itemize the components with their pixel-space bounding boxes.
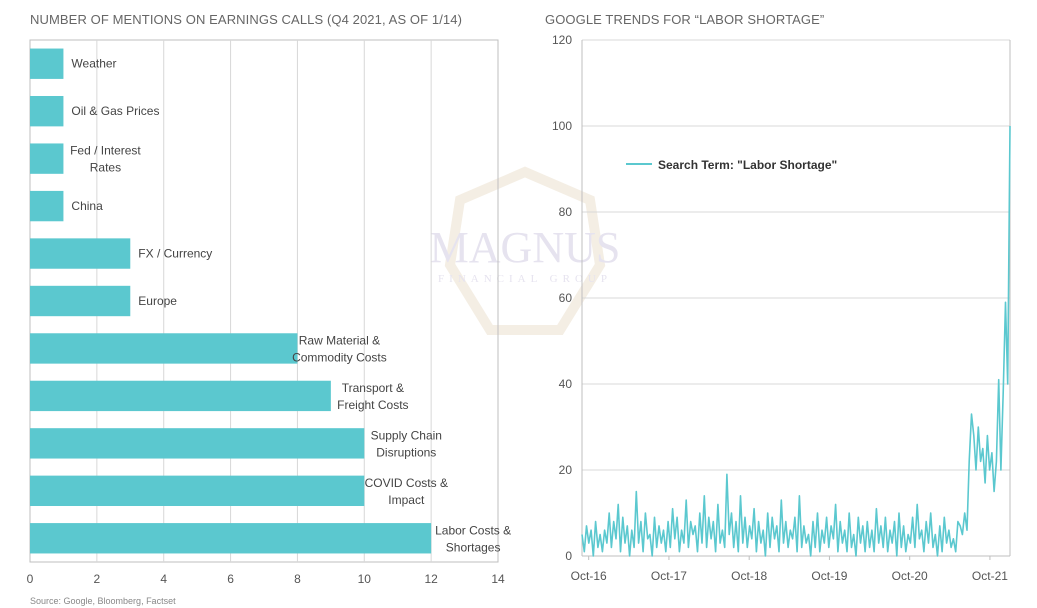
bar [30, 190, 64, 222]
line-x-tick-label: Oct-17 [651, 569, 687, 583]
bar-category-label: FX / Currency [138, 247, 212, 261]
line-series-labor-shortage [581, 125, 1011, 557]
line-y-tick-label: 100 [552, 119, 572, 133]
bar [30, 380, 331, 412]
bar-category-label-line: Impact [388, 493, 425, 507]
bar-category-label-line: Weather [71, 57, 116, 71]
line-x-tick-label: Oct-21 [972, 569, 1008, 583]
bar-category-label-line: Oil & Gas Prices [71, 104, 159, 118]
bar-category-label-line: Shortages [446, 540, 501, 554]
bar-category-label: Raw Material & Commodity Costs [292, 333, 387, 364]
bar [30, 143, 64, 174]
bar-category-label-line: Raw Material & [299, 333, 380, 347]
bar [30, 523, 432, 554]
bar [30, 95, 64, 127]
line-y-tick-label: 0 [565, 549, 572, 563]
bar-category-label-line: Disruptions [376, 445, 436, 459]
line-x-tick-label: Oct-18 [731, 569, 767, 583]
bar [30, 333, 298, 364]
bar-x-tick-label: 12 [424, 572, 438, 586]
bar [30, 285, 131, 317]
bar-category-label: COVID Costs & Impact [365, 476, 448, 507]
bar-category-label: Weather [71, 57, 116, 71]
bar-x-tick-label: 14 [491, 572, 505, 586]
bar-category-label-line: COVID Costs & [365, 476, 448, 490]
bar-category-label-line: Supply Chain [371, 428, 442, 442]
watermark-shield [444, 166, 606, 335]
bar-category-label: Transport & Freight Costs [337, 381, 408, 412]
bar [30, 48, 64, 79]
line-y-tick-label: 120 [552, 33, 572, 47]
bar-category-label-line: Freight Costs [337, 398, 408, 412]
bar-x-tick-label: 10 [358, 572, 372, 586]
bar-category-label: Europe [138, 294, 177, 308]
bar-category-label: China [71, 199, 103, 213]
bar [30, 475, 365, 507]
bar-category-label-line: China [71, 199, 103, 213]
bar-x-tick-label: 6 [227, 572, 234, 586]
bar-category-label-line: Rates [90, 161, 121, 175]
bar-category-label: Supply Chain Disruptions [371, 428, 442, 459]
bar-category-label-line: Europe [138, 294, 177, 308]
line-y-tick-label: 80 [559, 205, 573, 219]
bar-x-tick-label: 4 [160, 572, 167, 586]
bar [30, 428, 365, 459]
right-chart-title: GOOGLE TRENDS FOR “LABOR SHORTAGE” [545, 12, 825, 27]
source-note: Source: Google, Bloomberg, Factset [30, 596, 176, 606]
line-x-tick-label: Oct-16 [571, 569, 607, 583]
watermark-subtext: FINANCIAL GROUP [438, 273, 612, 285]
bar-category-label-line: Transport & [342, 381, 404, 395]
line-x-tick-label: Oct-19 [811, 569, 847, 583]
line-y-tick-label: 20 [559, 463, 573, 477]
legend-label: Search Term: "Labor Shortage" [658, 158, 837, 172]
bar-x-tick-label: 2 [94, 572, 101, 586]
line-y-tick-label: 60 [559, 291, 573, 305]
line-chart-google-trends: 0 20 40 60 80 100 120 Oct-16 Oct-17 Oct-18 Oct-19 O… [552, 33, 1011, 583]
bar-category-label-line: Fed / Interest [70, 144, 141, 158]
bar-x-tick-label: 8 [294, 572, 301, 586]
bar-category-label: Oil & Gas Prices [71, 104, 159, 118]
bar-category-label: Fed / Interest Rates [70, 144, 141, 175]
watermark-text: MAGNUS [430, 223, 621, 272]
line-y-tick-label: 40 [559, 377, 573, 391]
bar-category-label-line: Labor Costs & [435, 523, 511, 537]
bar-category-label-line: FX / Currency [138, 247, 212, 261]
line-x-tick-label: Oct-20 [892, 569, 928, 583]
left-chart-title: NUMBER OF MENTIONS ON EARNINGS CALLS (Q4… [30, 12, 463, 27]
bar [30, 238, 131, 269]
bar-x-tick-label: 0 [27, 572, 34, 586]
bar-category-label: Labor Costs & Shortages [435, 523, 511, 554]
bar-chart-earnings-mentions: 0 2 4 6 8 10 12 14 Weather Oil & Gas Prices Fed / … [27, 39, 511, 586]
bar-category-label-line: Commodity Costs [292, 350, 387, 364]
